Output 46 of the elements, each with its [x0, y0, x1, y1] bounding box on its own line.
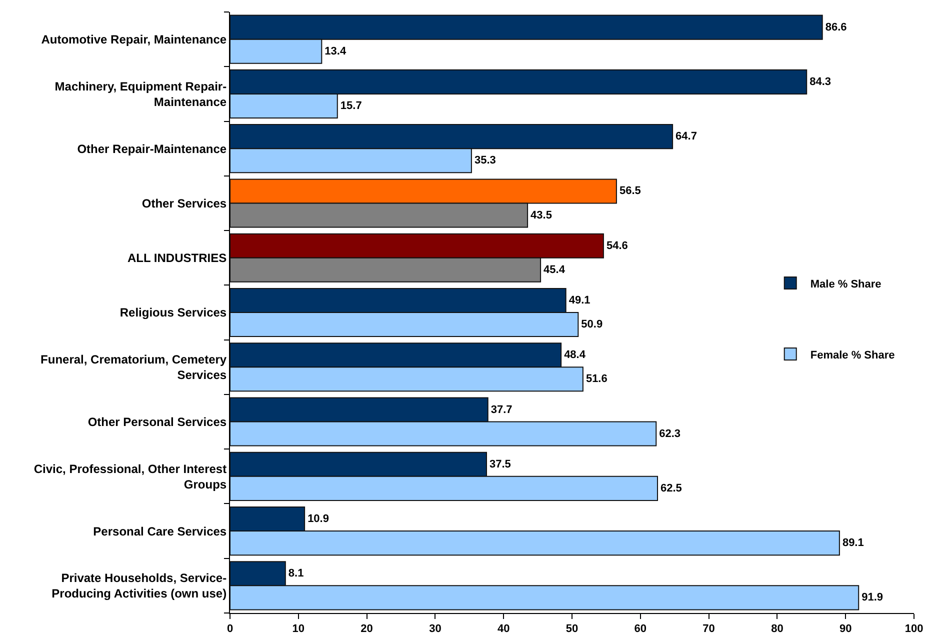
- y-tick-label: ALL INDUSTRIES: [127, 251, 227, 266]
- x-tick-label: 10: [292, 623, 305, 636]
- x-tick-label: 20: [360, 623, 373, 636]
- data-label: 45.4: [544, 264, 566, 276]
- y-tick-label: Private Households, Service-Producing Activities (own use): [52, 571, 227, 601]
- x-tick-label: 60: [634, 623, 647, 636]
- y-tick-label: Personal Care Services: [93, 524, 227, 538]
- data-label: 49.1: [568, 294, 590, 306]
- data-label: 13.4: [324, 45, 347, 58]
- x-tick-label: 0: [226, 623, 234, 636]
- y-tick-label: Religious Services: [120, 306, 227, 320]
- y-tick-label: Funeral, Crematorium, Cemetery Services: [40, 352, 227, 382]
- x-tick-label: 30: [429, 623, 442, 636]
- y-tick-label: Automotive Repair, Maintenance: [41, 32, 227, 47]
- legend-label: Male % Share: [810, 278, 882, 290]
- x-tick-label: 40: [497, 623, 510, 636]
- y-tick-label: Machinery, Equipment Repair-Maintenance: [54, 79, 227, 109]
- x-tick-label: 70: [702, 623, 715, 636]
- data-label: 43.5: [530, 209, 552, 222]
- data-label: 35.3: [474, 154, 496, 167]
- data-label: 37.5: [490, 458, 511, 470]
- data-label: 84.3: [810, 76, 832, 88]
- data-label: 50.9: [581, 318, 603, 331]
- data-label: 8.1: [288, 568, 304, 580]
- data-label: 15.7: [340, 100, 362, 112]
- data-label: 86.6: [825, 21, 847, 34]
- data-label: 64.7: [676, 130, 697, 143]
- data-label: 48.4: [564, 349, 586, 362]
- x-tick-label: 80: [771, 623, 784, 636]
- y-tick-label: Civic, Professional, Other Interest Groups: [34, 462, 227, 492]
- data-label: 89.1: [842, 537, 864, 550]
- data-label: 62.3: [659, 428, 681, 440]
- y-tick-label: Other Personal Services: [88, 414, 227, 429]
- y-tick-label: Other Services: [142, 196, 227, 210]
- legend-label: Female % Share: [810, 349, 895, 362]
- data-label: 37.7: [490, 404, 512, 416]
- data-label: 10.9: [308, 513, 329, 526]
- x-tick-label: 100: [904, 623, 924, 636]
- data-label: 54.6: [606, 240, 628, 252]
- data-label: 62.5: [660, 482, 682, 494]
- x-tick-label: 90: [839, 623, 852, 636]
- data-label: 91.9: [862, 592, 884, 604]
- y-tick-label: Other Repair-Maintenance: [77, 142, 227, 156]
- data-label: 56.5: [619, 185, 641, 198]
- x-tick-label: 50: [566, 623, 578, 636]
- data-label: 51.6: [586, 373, 608, 386]
